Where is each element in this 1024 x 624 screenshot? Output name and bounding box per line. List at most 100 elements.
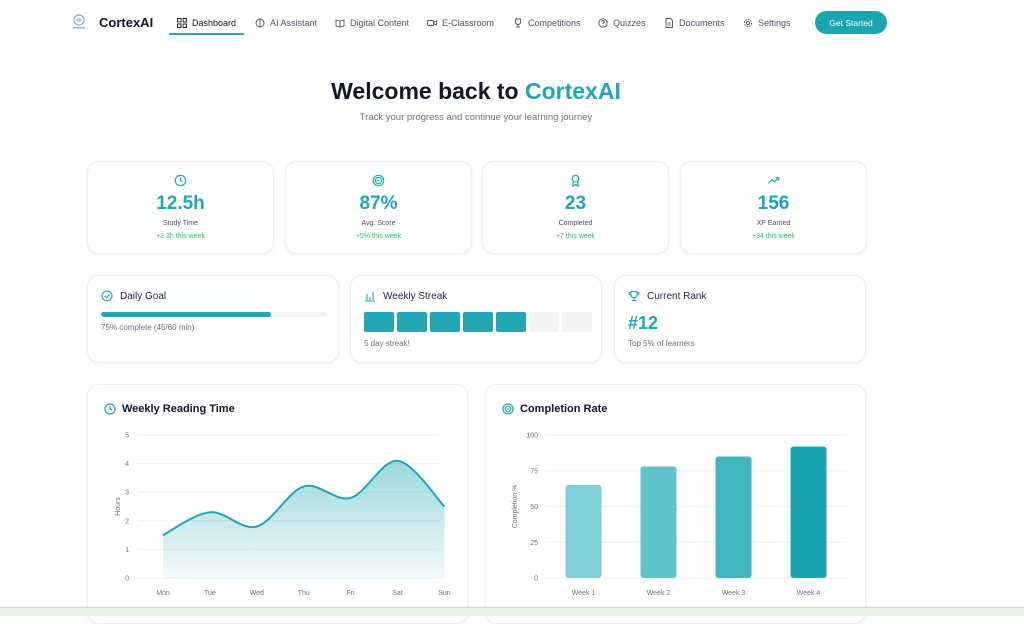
active-tab-indicator [169,33,244,35]
stat-value: 156 [757,193,790,214]
trophy-icon [515,18,521,28]
y-tick-label: 5 [125,433,129,440]
x-tick-label: Week 3 [722,590,746,597]
y-tick-label: 100 [526,433,538,440]
daily-goal-card: Daily Goal 75% complete (45/60 min) [87,275,339,363]
stat-value: 23 [564,193,587,214]
nav-ai-assistant-label: AI Assistant [270,18,318,28]
video-icon [427,20,437,26]
stat-change: +2.3h this week [156,233,205,240]
bar-week-2 [640,466,677,578]
y-tick-label: 2 [125,518,129,525]
nav-quizzes[interactable]: Quizzes [598,11,646,35]
bar-week-3 [715,456,752,578]
nav-digital-content[interactable]: Digital Content [335,11,409,35]
trophy-icon [628,290,640,302]
nav-ai-assistant[interactable]: AI Assistant [255,11,317,35]
nav-digital-content-label: Digital Content [350,18,410,28]
x-tick-label: Sat [392,590,403,597]
x-tick-label: Fri [347,590,356,597]
daily-goal-note: 75% complete (45/60 min) [101,323,195,332]
streak-day-2 [397,312,427,332]
page-title: Welcome back to CortexAI [0,78,952,105]
current-rank-note: Top 5% of learners [628,339,695,348]
stat-label: XP Earned [756,220,791,227]
chart-title: Completion Rate [520,403,608,415]
page-subtitle: Track your progress and continue your le… [359,112,593,123]
nav-competitions[interactable]: Competitions [513,11,581,35]
file-icon [665,18,673,28]
bar-chart-icon [365,292,375,302]
stat-change: +5% this week [355,233,402,240]
x-tick-label: Week 1 [572,590,596,597]
clock-icon [104,403,116,415]
reading-time-chart: 0 1 2 3 4 5 Hours Mon Tue Wed Thu Fri Sat Sun [115,433,451,598]
y-tick-label: 1 [125,547,129,554]
current-rank-title: Current Rank [647,290,707,302]
streak-day-6 [529,312,559,332]
nav-dashboard-label: Dashboard [192,18,237,28]
y-tick-label: 3 [125,490,129,497]
clock-icon [174,174,187,187]
nav-competitions-label: Competitions [528,18,581,28]
book-icon [335,19,345,28]
stat-change: +7 this week [555,233,596,240]
chart-title: Weekly Reading Time [122,403,235,415]
x-tick-label: Week 2 [647,590,671,597]
area-fill [163,460,445,578]
stat-card-study-time: 12.5h Study Time +2.3h this week [87,161,274,254]
streak-day-4 [463,312,493,332]
get-started-button[interactable]: Get Started [815,11,887,34]
stat-card-completed: 23 Completed +7 this week [482,161,669,254]
y-axis-label: Hours [115,497,122,516]
nav-documents[interactable]: Documents [664,11,725,35]
stat-label: Avg. Score [361,220,396,227]
title-prefix: Welcome back to [331,78,525,104]
nav-dashboard[interactable]: Dashboard [177,11,236,35]
cortexai-logo-icon[interactable] [70,13,88,31]
title-brand: CortexAI [525,78,621,104]
gear-icon [743,18,753,28]
stat-card-avg-score: 87% Avg. Score +5% this week [285,161,472,254]
streak-day-1 [364,312,394,332]
y-tick-label: 25 [530,540,538,547]
trending-up-icon [767,177,780,184]
y-axis-label: Completion % [512,485,519,529]
os-taskbar [0,607,1024,616]
brain-icon [255,18,265,28]
nav-documents-label: Documents [679,18,725,28]
award-icon [571,174,580,187]
weekly-streak-card: Weekly Streak 5 day streak! [350,275,602,363]
nav-e-classroom[interactable]: E-Classroom [427,11,494,35]
top-navbar: CortexAI Dashboard AI Assistant Digital … [0,0,1024,46]
brand-name[interactable]: CortexAI [99,15,154,30]
x-tick-label: Week 4 [797,590,821,597]
nav-quizzes-label: Quizzes [613,18,646,28]
help-circle-icon [598,18,608,28]
y-tick-label: 0 [534,576,538,583]
x-tick-label: Thu [298,590,310,597]
weekly-streak-note: 5 day streak! [364,339,410,348]
stat-label: Study Time [162,220,198,227]
check-circle-icon [101,290,113,302]
x-tick-label: Sun [438,590,451,597]
daily-goal-progress-fill [101,312,271,317]
target-icon [372,174,385,187]
stat-card-xp-earned: 156 XP Earned +34 this week [680,161,867,254]
daily-goal-title: Daily Goal [120,290,167,302]
y-tick-label: 4 [125,461,129,468]
x-tick-label: Mon [156,590,170,597]
x-tick-label: Wed [250,590,264,597]
nav-settings[interactable]: Settings [743,11,791,35]
bar-week-4 [790,446,827,578]
y-tick-label: 75 [530,468,538,475]
stat-value: 12.5h [156,193,205,214]
rank-value: #12 [628,313,659,333]
stat-change: +34 this week [752,233,795,240]
y-tick-label: 50 [530,504,538,511]
daily-goal-progress-bar [101,312,327,317]
completion-rate-card: Completion Rate 0 25 50 75 100 Completion % We… [485,384,866,624]
weekly-streak-title: Weekly Streak [383,290,448,302]
nav-settings-label: Settings [758,18,791,28]
series-line [162,459,446,536]
